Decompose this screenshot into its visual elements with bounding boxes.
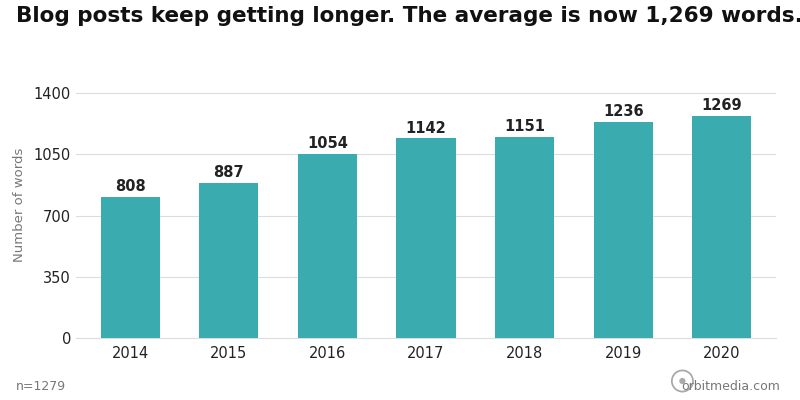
Text: 1151: 1151 bbox=[504, 119, 545, 134]
Text: 1269: 1269 bbox=[702, 98, 742, 113]
Bar bbox=[594, 122, 653, 338]
Text: 887: 887 bbox=[214, 165, 244, 180]
Bar bbox=[692, 116, 751, 338]
Bar bbox=[101, 197, 160, 338]
Text: Blog posts keep getting longer. The average is now 1,269 words.: Blog posts keep getting longer. The aver… bbox=[16, 6, 800, 26]
Text: 1054: 1054 bbox=[307, 136, 348, 151]
Text: 1142: 1142 bbox=[406, 120, 446, 136]
Circle shape bbox=[679, 378, 686, 384]
Bar bbox=[298, 154, 357, 338]
Bar bbox=[495, 136, 554, 338]
Text: 808: 808 bbox=[115, 179, 146, 194]
Bar bbox=[397, 138, 455, 338]
Y-axis label: Number of words: Number of words bbox=[13, 148, 26, 262]
Text: orbitmedia.com: orbitmedia.com bbox=[681, 380, 780, 393]
Text: n=1279: n=1279 bbox=[16, 380, 66, 393]
Text: 1236: 1236 bbox=[603, 104, 643, 119]
Bar bbox=[199, 183, 258, 338]
